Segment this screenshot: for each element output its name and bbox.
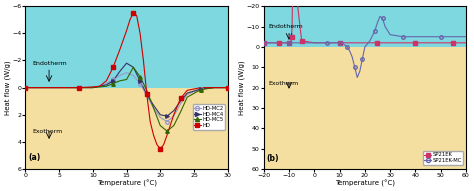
Text: Endotherm: Endotherm — [269, 24, 303, 29]
X-axis label: Temperature (°C): Temperature (°C) — [97, 180, 156, 187]
Text: (a): (a) — [29, 153, 41, 162]
Text: Endotherm: Endotherm — [32, 61, 67, 66]
Text: Exotherm: Exotherm — [269, 81, 299, 86]
Legend: HD-MC2, HD-MC4, HD-MC5, HD: HD-MC2, HD-MC4, HD-MC5, HD — [193, 104, 225, 130]
Y-axis label: Heat flow (W/g): Heat flow (W/g) — [238, 60, 245, 115]
Text: Exotherm: Exotherm — [32, 129, 63, 134]
Legend: SP21EK, SP21EK-MC: SP21EK, SP21EK-MC — [423, 151, 463, 165]
Bar — [264, 47, 466, 169]
Bar — [26, 88, 228, 169]
Y-axis label: Heat flow (W/g): Heat flow (W/g) — [4, 60, 11, 115]
X-axis label: Temperature (°C): Temperature (°C) — [335, 180, 395, 187]
Text: (b): (b) — [266, 154, 279, 163]
